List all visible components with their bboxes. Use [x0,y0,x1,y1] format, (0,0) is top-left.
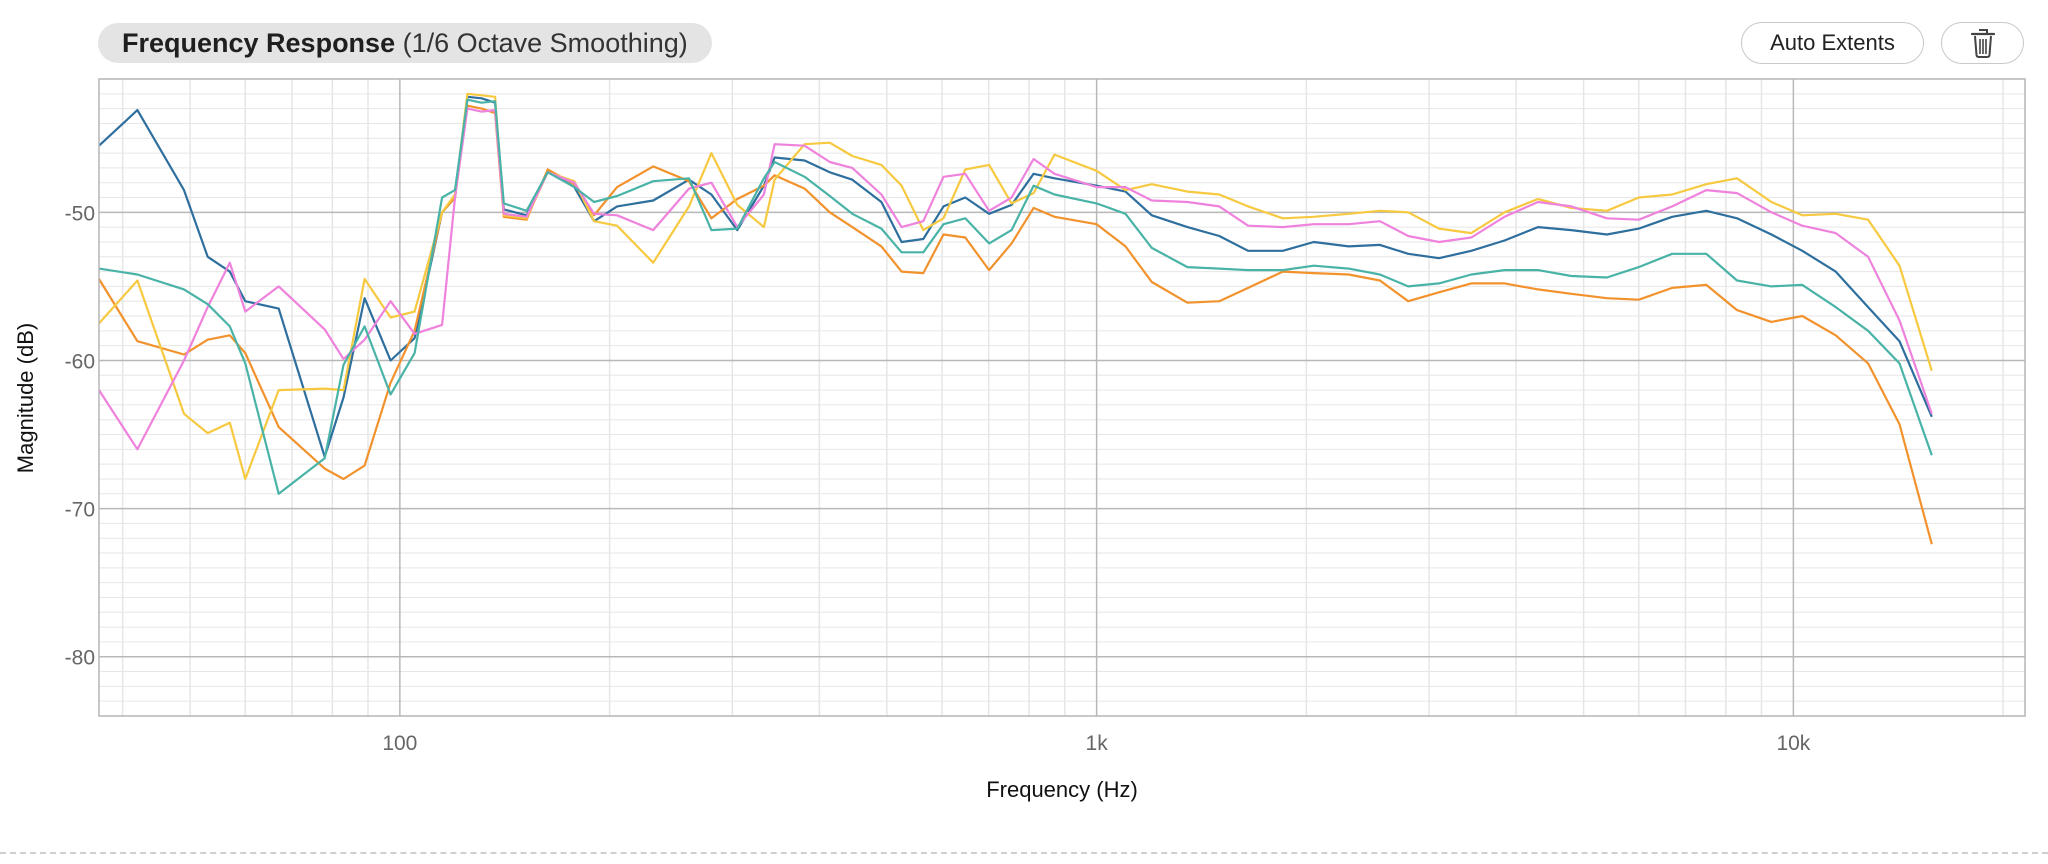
y-tick-label: -60 [65,350,95,373]
delete-chart-button[interactable] [1941,22,2024,64]
x-tick-label: 100 [382,732,417,755]
series-line-1[interactable] [98,95,1933,458]
section-divider [0,852,2048,854]
y-tick-label: -80 [65,647,95,670]
chart-title: Frequency Response [122,28,396,58]
x-axis-label: Frequency (Hz) [986,777,1138,802]
y-tick-label: -70 [65,499,95,522]
trash-icon [1970,29,1995,58]
series-line-2[interactable] [98,104,1933,545]
series-line-4[interactable] [98,107,1933,451]
major-grid [99,79,2025,716]
auto-extents-button[interactable]: Auto Extents [1741,22,1924,64]
plot-frame [98,78,2026,717]
x-tick-label: 1k [1086,732,1109,755]
minor-grid [99,78,2025,717]
y-axis-label: Magnitude (dB) [13,323,38,473]
series-line-5[interactable] [98,98,1933,495]
tick-labels: 100 1k 10k -50 -60 -70 -80 [65,202,1811,755]
y-tick-label: -50 [65,202,95,225]
chart-title-pill: Frequency Response (1/6 Octave Smoothing… [98,23,712,63]
x-tick-label: 10k [1776,732,1810,755]
chart-subtitle: (1/6 Octave Smoothing) [402,28,688,58]
series-layer [98,92,1933,545]
